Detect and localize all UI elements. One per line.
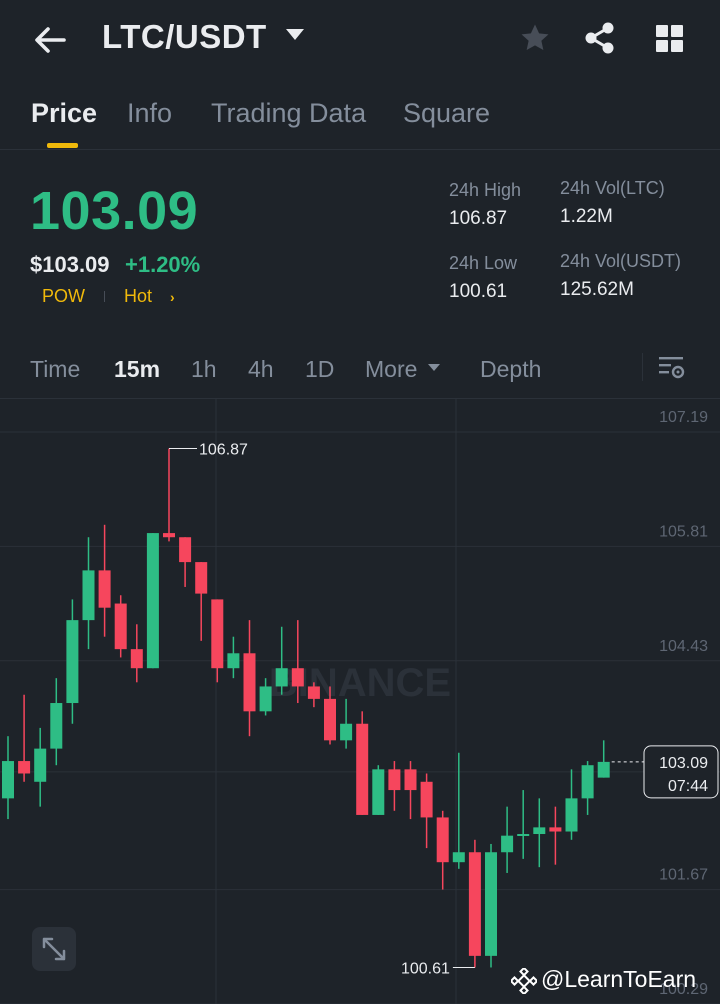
y-tick-label: 104.43	[659, 638, 708, 655]
candle-body	[307, 686, 320, 699]
candle-body	[404, 769, 417, 791]
candle-body	[581, 765, 594, 799]
vol-base-value: 1.22M	[560, 206, 613, 227]
interval-more[interactable]: More	[365, 356, 418, 382]
trading-pair-title[interactable]: LTC/USDT	[102, 18, 267, 55]
candle-body	[517, 834, 530, 837]
candle-body	[34, 748, 47, 782]
current-price-box[interactable]	[643, 745, 719, 799]
tab-trading-data[interactable]: Trading Data	[211, 98, 367, 128]
candle-body	[146, 533, 159, 669]
usd-price: $103.09	[30, 252, 110, 277]
candle-body	[130, 649, 143, 669]
candle-body	[420, 781, 433, 818]
candle-body	[82, 570, 95, 621]
current-price-label: 103.09	[659, 755, 708, 772]
vol-quote-label: 24h Vol(USDT)	[560, 251, 682, 271]
tab-square[interactable]: Square	[403, 98, 491, 128]
expand-chart-button[interactable]	[32, 927, 76, 971]
divider	[0, 398, 720, 399]
vol-base-label: 24h Vol(LTC)	[560, 178, 665, 198]
candle-body	[227, 653, 240, 669]
candle-body	[565, 798, 578, 832]
active-tab-indicator	[47, 143, 78, 148]
candle-body	[597, 761, 610, 778]
candle-body	[501, 835, 514, 853]
low-value: 100.61	[449, 281, 508, 302]
y-tick-label: 105.81	[659, 523, 708, 540]
candle-body	[50, 703, 63, 749]
candle-body	[18, 761, 31, 774]
interval-15m[interactable]: 15m	[114, 356, 161, 382]
candle-body	[291, 668, 304, 687]
tab-info[interactable]: Info	[127, 98, 173, 128]
interval-bar: Time 15m 1h 4h 1D More Depth	[0, 340, 720, 398]
candle-body	[2, 761, 14, 799]
candle-body	[211, 599, 224, 669]
app-header: LTC/USDT	[0, 0, 720, 80]
last-price: 103.09	[30, 181, 199, 241]
candle-body	[533, 827, 546, 835]
candle-body	[66, 620, 79, 704]
y-tick-label: 101.67	[659, 867, 708, 884]
binance-logo-icon	[511, 968, 537, 994]
candle-body	[114, 603, 127, 650]
high-value: 106.87	[449, 208, 508, 229]
high-label: 24h High	[449, 180, 522, 200]
candle-body	[468, 852, 481, 956]
main-tabs: Price Info Trading Data Square	[0, 90, 720, 150]
candle-body	[259, 686, 272, 712]
interval-4h[interactable]: 4h	[248, 356, 274, 382]
favorite-star-icon[interactable]	[518, 21, 552, 55]
pair-dropdown-icon[interactable]	[286, 29, 304, 40]
candle-body	[372, 769, 385, 815]
chart-settings-icon[interactable]	[658, 355, 686, 381]
candle-body	[195, 562, 208, 594]
candle-body	[163, 533, 175, 538]
high-marker-label: 106.87	[199, 442, 248, 459]
candle-body	[324, 698, 336, 741]
candle-body	[388, 769, 401, 791]
divider	[0, 149, 720, 150]
candle-body	[340, 723, 353, 741]
price-change-percent: +1.20%	[125, 252, 201, 277]
more-dropdown-icon[interactable]	[428, 364, 440, 371]
interval-time[interactable]: Time	[30, 356, 81, 382]
share-icon[interactable]	[583, 20, 617, 56]
candle-body	[452, 852, 465, 863]
interval-1d[interactable]: 1D	[305, 356, 335, 382]
tag-hot[interactable]: Hot	[124, 286, 153, 306]
low-label: 24h Low	[449, 253, 518, 273]
candle-body	[243, 653, 256, 712]
chevron-right-icon[interactable]: ›	[170, 289, 175, 305]
candle-body	[356, 723, 369, 815]
expand-icon	[42, 937, 66, 961]
grid-menu-icon[interactable]	[655, 24, 685, 54]
y-tick-label: 100.29	[659, 981, 708, 998]
interval-depth[interactable]: Depth	[480, 356, 542, 382]
tab-price[interactable]: Price	[31, 98, 98, 128]
candle-body	[179, 537, 192, 563]
candle-body	[98, 570, 111, 608]
candle-countdown: 07:44	[668, 778, 708, 795]
low-marker-label: 100.61	[401, 960, 450, 977]
y-tick-label: 107.19	[659, 409, 708, 426]
vol-quote-value: 125.62M	[560, 279, 634, 300]
candle-body	[485, 852, 497, 956]
candlestick-chart[interactable]: 107.19105.81104.43103.09101.67100.29BINA…	[0, 399, 720, 1004]
interval-1h[interactable]: 1h	[191, 356, 217, 382]
credit-text: @LearnToEarn	[541, 966, 697, 992]
candle-body	[275, 668, 288, 687]
back-arrow-icon[interactable]	[30, 20, 70, 60]
interval-separator	[642, 353, 643, 381]
candle-body	[549, 827, 562, 832]
candle-body	[436, 817, 449, 863]
tag-pow[interactable]: POW	[42, 286, 85, 306]
tag-separator	[104, 291, 105, 302]
